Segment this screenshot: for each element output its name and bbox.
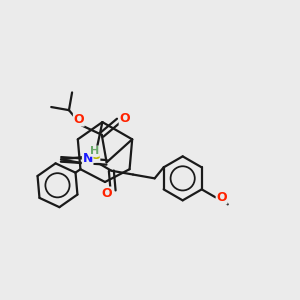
Text: O: O xyxy=(74,113,84,126)
Text: O: O xyxy=(216,191,227,204)
Text: O: O xyxy=(119,112,130,125)
Text: S: S xyxy=(91,149,100,162)
Text: N: N xyxy=(82,152,93,165)
Text: H: H xyxy=(90,146,99,156)
Text: O: O xyxy=(102,187,112,200)
